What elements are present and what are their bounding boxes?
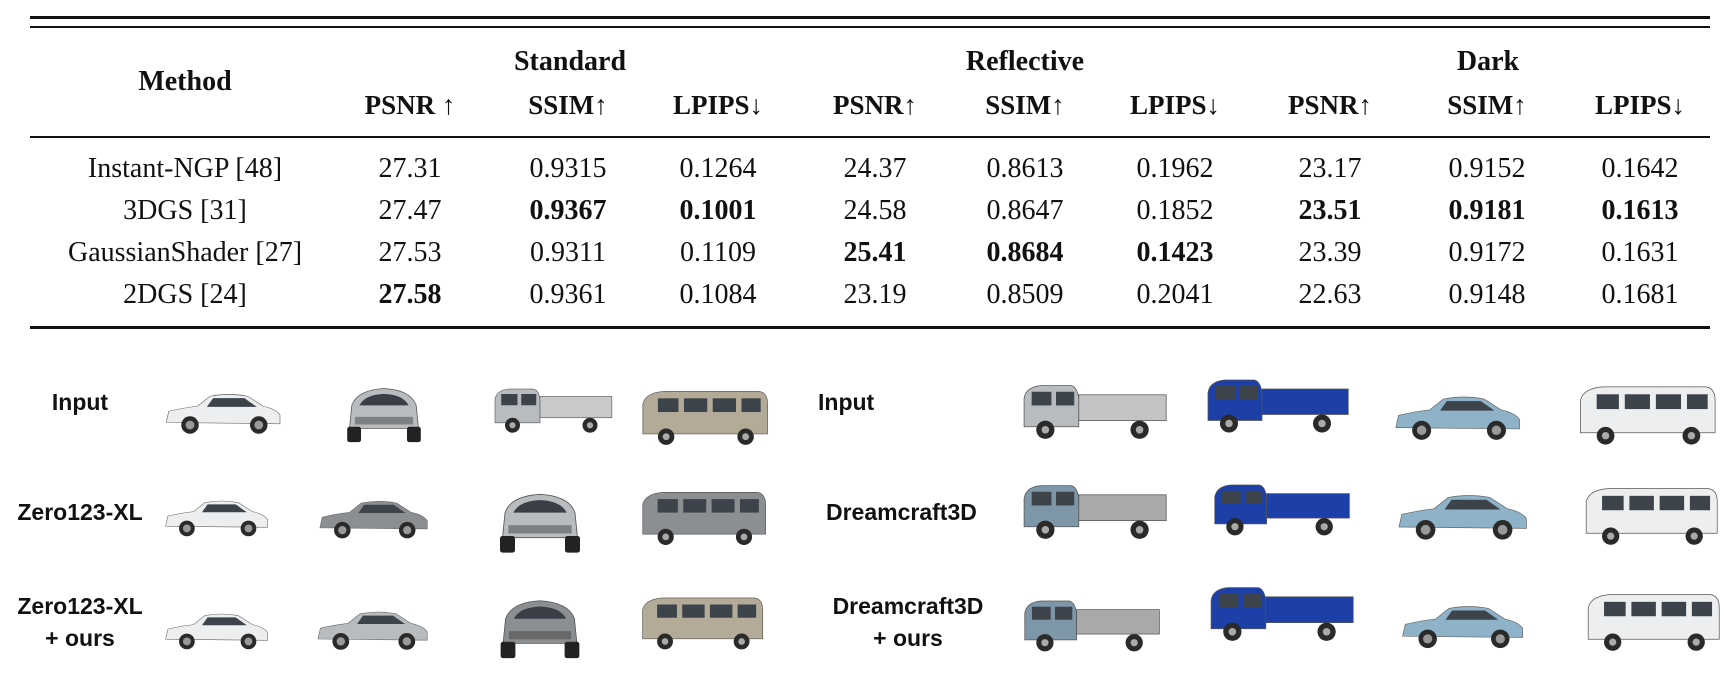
metric-header: LPIPS↓ [1129,90,1221,120]
metric-value-cell: 0.1852 [1136,195,1214,226]
car-thumb-dreamcraft-4 [1576,480,1726,552]
car-thumb-dreamcraft-ours-1 [1006,588,1176,660]
car-thumb-zero123-2 [314,486,432,546]
car-thumb-input-dumptruck [1202,360,1352,448]
metric-value-cell: 0.9148 [1448,279,1526,310]
left-label-input: Input [51,389,109,415]
metric-value-cell: 0.1109 [680,237,756,268]
method-name-cell: 3DGS [31] [123,195,247,226]
metric-value-cell: 23.39 [1298,237,1362,268]
car-thumb-dreamcraft-ours-4 [1578,586,1728,658]
metric-value-cell: 0.8613 [986,153,1064,184]
metric-value-cell: 0.9152 [1448,153,1526,184]
right-label-dreamcraft3d-ours-text: Dreamcraft3D + ours [832,593,984,651]
car-thumb-input-minivan [1562,378,1732,452]
metric-value-cell: 25.41 [843,237,907,268]
left-label-zero123xl-ours-text: Zero123-XL + ours [17,593,143,651]
metric-value-cell: 0.1681 [1601,279,1679,310]
metric-value-cell: 0.1631 [1601,237,1679,268]
right-label-dreamcraft3d-ours: Dreamcraft3D + ours [818,590,998,654]
metric-value-cell: 0.8684 [986,237,1064,268]
header-rule [30,136,1710,138]
method-name-cell: 2DGS [24] [123,279,247,310]
car-thumb-white-sedan [160,376,285,444]
metric-header: PSNR ↑ [364,90,456,120]
group-header-dark: Dark [1456,46,1520,77]
car-thumb-zero123-ours-4 [636,590,768,656]
top-rule-thick [30,16,1710,19]
car-thumb-dreamcraft-ours-2 [1200,574,1362,650]
metric-value-cell: 0.1962 [1136,153,1214,184]
car-thumb-input-prius [1378,380,1536,448]
metric-value-cell: 0.1423 [1136,237,1214,268]
metric-value-cell: 23.17 [1298,153,1362,184]
metric-value-cell: 0.2041 [1136,279,1214,310]
bottom-rule [30,326,1710,329]
car-thumb-zero123-ours-1 [160,590,272,666]
metric-value-cell: 0.1084 [679,279,757,310]
metric-value-cell: 27.58 [378,279,442,310]
group-header-standard: Standard [513,46,627,77]
metric-value-cell: 27.47 [378,195,442,226]
metric-value-cell: 27.53 [378,237,442,268]
metric-value-cell: 0.9361 [529,279,607,310]
metric-value-cell: 27.31 [378,153,442,184]
car-thumb-zero123-3 [490,472,590,570]
car-thumb-dreamcraft-1 [1006,472,1182,548]
metric-header: SSIM↑ [1447,90,1527,120]
method-name-cell: Instant-NGP [48] [87,153,283,184]
metric-value-cell: 0.1642 [1601,153,1679,184]
car-thumb-dreamcraft-2 [1202,472,1360,544]
car-thumb-silver-pickup [490,374,615,444]
metric-value-cell: 24.37 [843,153,907,184]
method-name-cell: GaussianShader [27] [67,237,303,268]
car-thumb-input-pickup [1008,372,1180,448]
metric-value-cell: 24.58 [843,195,907,226]
metric-value-cell: 23.51 [1298,195,1362,226]
right-label-dreamcraft3d: Dreamcraft3D [826,499,977,525]
car-thumb-zero123-4 [636,482,771,554]
metric-value-cell: 0.9172 [1448,237,1526,268]
right-label-input: Input [818,389,875,415]
left-label-zero123xl-ours: Zero123-XL + ours [4,590,156,654]
metric-header: SSIM↑ [985,90,1065,120]
metric-header: LPIPS↓ [672,90,764,120]
metric-value-cell: 23.19 [843,279,907,310]
metric-value-cell: 0.8647 [986,195,1064,226]
metric-header: SSIM↑ [528,90,608,120]
group-header-reflective: Reflective [965,46,1085,77]
metric-header: PSNR↑ [832,90,917,120]
metric-value-cell: 0.1613 [1601,195,1679,226]
metric-value-cell: 0.9367 [529,195,607,226]
metric-value-cell: 0.9181 [1448,195,1526,226]
metric-value-cell: 0.9311 [530,237,606,268]
car-thumb-dreamcraft-ours-3 [1386,590,1538,656]
method-header: Method [138,66,232,97]
metric-header: PSNR↑ [1287,90,1372,120]
top-rule-thin [30,26,1710,28]
car-thumb-zero123-ours-3 [490,586,590,668]
metric-header: LPIPS↓ [1594,90,1686,120]
metric-value-cell: 0.8509 [986,279,1064,310]
metric-value-cell: 0.1001 [679,195,757,226]
car-thumb-beige-van [636,380,773,455]
left-label-zero123xl: Zero123-XL [17,499,143,525]
metric-value-cell: 0.9315 [529,153,607,184]
car-thumb-zero123-ours-2 [312,596,432,658]
car-thumb-dreamcraft-3 [1384,478,1540,548]
car-thumb-silver-hatch [338,372,430,454]
metric-value-cell: 0.1264 [679,153,757,184]
car-thumb-zero123-1 [160,474,272,556]
metric-value-cell: 22.63 [1298,279,1362,310]
